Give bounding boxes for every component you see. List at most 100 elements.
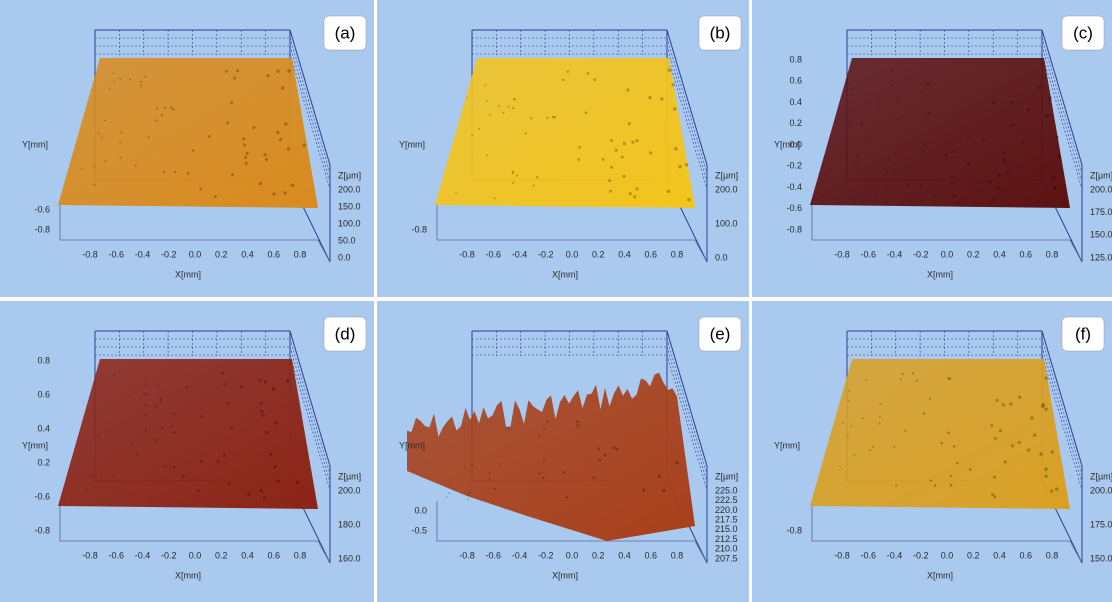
- surface-speck: [597, 447, 600, 450]
- surface-speck: [214, 195, 217, 198]
- x-tick-label: 0.4: [993, 550, 1006, 560]
- surface-speck: [862, 417, 864, 419]
- surface-speck: [240, 386, 243, 389]
- x-tick-label: -0.4: [135, 249, 151, 259]
- surface-speck: [145, 430, 147, 432]
- surface-speck: [104, 120, 106, 122]
- surface-speck: [146, 393, 148, 395]
- surface-speck: [839, 465, 841, 467]
- surface-speck: [861, 123, 863, 125]
- surface-speck: [602, 158, 605, 161]
- surface-speck: [499, 463, 501, 465]
- surface-speck: [284, 122, 287, 125]
- surface-speck: [576, 424, 579, 427]
- surface-speck: [895, 97, 897, 99]
- x-tick-label: -0.6: [108, 249, 124, 259]
- surface-speck: [259, 182, 262, 185]
- surface-speck: [609, 190, 612, 193]
- surface-speck: [119, 141, 121, 143]
- surface-speck: [273, 465, 276, 468]
- surface-speck: [502, 112, 504, 114]
- surface-speck: [272, 387, 275, 390]
- surface-speck: [562, 79, 565, 82]
- surface-speck: [174, 171, 176, 173]
- y-tick-label: 0.6: [37, 389, 50, 399]
- surface-speck: [950, 475, 953, 478]
- surface-speck: [151, 495, 153, 497]
- surface-speck: [1044, 475, 1047, 478]
- panel-label: (d): [335, 324, 356, 343]
- x-tick-label: 0.0: [941, 249, 954, 259]
- surface-speck: [156, 107, 158, 109]
- surface-speck: [163, 170, 165, 172]
- y-axis-label: Y[mm]: [399, 139, 425, 149]
- surface-speck: [236, 69, 239, 72]
- panel: -0.8-0.6-0.4-0.20.00.20.40.60.8X[mm]-0.8…: [752, 301, 1112, 602]
- surface-speck: [667, 190, 670, 193]
- surface-speck: [576, 421, 579, 424]
- surface-speck: [159, 400, 161, 402]
- surface-speck: [869, 449, 871, 451]
- surface-speck: [950, 484, 953, 487]
- surface-speck: [66, 490, 68, 492]
- surface-speck: [1052, 176, 1056, 180]
- x-tick-label: 0.0: [189, 249, 202, 259]
- surface-speck: [242, 138, 245, 141]
- x-axis-label: X[mm]: [175, 269, 201, 279]
- surface-speck: [610, 139, 613, 142]
- x-tick-label: -0.4: [887, 550, 903, 560]
- panel-label: (a): [335, 23, 356, 42]
- y-axis-label: Y[mm]: [22, 139, 48, 149]
- surface-speck: [635, 187, 638, 190]
- surface-speck: [878, 423, 880, 425]
- surface-speck: [628, 122, 631, 125]
- surface-speck: [565, 496, 568, 499]
- surface-speck: [671, 83, 675, 87]
- x-tick-label: 0.6: [267, 249, 280, 259]
- surface-speck: [847, 434, 849, 436]
- x-tick-label: -0.8: [834, 550, 850, 560]
- surface-speck: [934, 194, 937, 197]
- surface-speck: [171, 425, 173, 427]
- surface-speck: [1011, 444, 1014, 447]
- surface-speck: [920, 185, 922, 187]
- x-tick-label: 0.6: [644, 550, 657, 560]
- panel-label: (b): [710, 23, 731, 42]
- surface-speck: [912, 372, 914, 374]
- x-tick-label: 0.8: [1046, 550, 1059, 560]
- x-axis-label: X[mm]: [175, 570, 201, 580]
- surface-speck: [225, 70, 228, 73]
- y-tick-label: -0.8: [34, 224, 50, 234]
- surface-speck: [678, 165, 682, 169]
- surface-speck: [1045, 114, 1049, 118]
- surface-speck: [1055, 135, 1059, 139]
- surface-speck: [201, 415, 204, 418]
- surface-speck: [904, 430, 906, 432]
- surface-speck: [1051, 450, 1055, 454]
- surface-speck: [276, 131, 279, 134]
- surface-speck: [623, 142, 626, 145]
- panel: -0.8-0.6-0.4-0.20.00.20.40.60.8X[mm]-0.8…: [0, 301, 374, 602]
- surface-speck: [1044, 407, 1048, 411]
- surface-speck: [660, 97, 663, 100]
- surface-speck: [448, 484, 450, 486]
- x-tick-label: 0.4: [241, 249, 254, 259]
- surface-speck: [879, 403, 881, 405]
- x-tick-label: 0.8: [1046, 249, 1059, 259]
- surface-speck: [269, 452, 272, 455]
- surface-speck: [1018, 441, 1021, 444]
- z-tick-label: 217.5: [715, 515, 738, 525]
- x-tick-label: -0.4: [512, 249, 528, 259]
- surface-speck: [543, 459, 545, 461]
- surface-speck: [199, 188, 202, 191]
- x-tick-label: -0.6: [860, 550, 876, 560]
- surface-speck: [200, 460, 203, 463]
- surface-speck: [886, 191, 888, 193]
- y-tick-label: -0.6: [34, 204, 50, 214]
- surface-speck: [155, 405, 157, 407]
- surface-speck: [173, 431, 175, 433]
- z-axis-label: Z[µm]: [715, 471, 738, 481]
- surface-speck: [982, 139, 985, 142]
- x-tick-label: -0.8: [459, 249, 475, 259]
- surface-speck: [163, 465, 165, 467]
